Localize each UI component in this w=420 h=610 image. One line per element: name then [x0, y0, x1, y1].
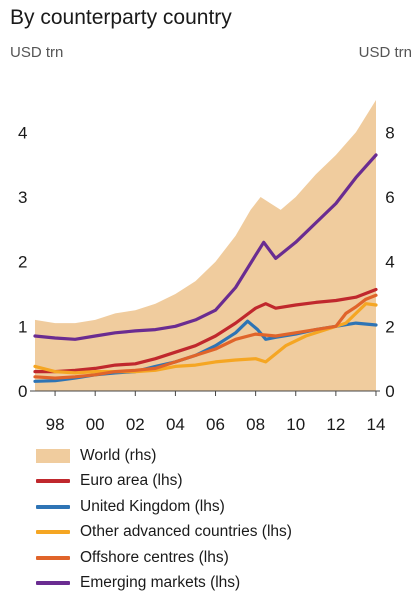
euro-area-line	[33, 287, 378, 374]
legend-label-other-advanced-countries: Other advanced countries (lhs)	[80, 523, 292, 541]
legend-swatch-other-advanced-countries	[36, 530, 70, 535]
legend-item-emerging-markets: Emerging markets (lhs)	[36, 571, 292, 597]
right-tick-label-8: 8	[385, 123, 394, 142]
legend-swatch-united-kingdom	[36, 504, 70, 509]
left-tick-label-4: 4	[18, 123, 27, 142]
left-tick-label-2: 2	[18, 253, 27, 272]
legend-swatch-world	[36, 448, 70, 463]
legend-swatch-euro-area	[36, 479, 70, 484]
legend-item-offshore-centres: Offshore centres (lhs)	[36, 545, 292, 571]
world-area	[35, 100, 376, 391]
x-tick-label-06: 06	[206, 415, 225, 434]
chart-title: By counterparty country	[10, 6, 232, 29]
legend-item-united-kingdom: United Kingdom (lhs)	[36, 494, 292, 520]
chart-legend: World (rhs) Euro area (lhs) United Kingdom…	[36, 443, 292, 596]
x-tick-label-08: 08	[246, 415, 265, 434]
left-axis-unit: USD trn	[10, 44, 64, 61]
x-tick-label-02: 02	[126, 415, 145, 434]
offshore-centres-line	[33, 293, 378, 380]
x-tick-label-04: 04	[166, 415, 185, 434]
legend-label-united-kingdom: United Kingdom (lhs)	[80, 497, 225, 515]
x-tick-label-12: 12	[326, 415, 345, 434]
right-axis-unit: USD trn	[358, 44, 412, 61]
legend-swatch-offshore-centres	[36, 555, 70, 560]
x-tick-label-14: 14	[367, 415, 386, 434]
right-tick-label-0: 0	[385, 382, 394, 401]
right-tick-label-6: 6	[385, 188, 394, 207]
legend-item-euro-area: Euro area (lhs)	[36, 469, 292, 495]
x-tick-label-98: 98	[46, 415, 65, 434]
right-tick-label-2: 2	[385, 317, 394, 336]
left-tick-label-0: 0	[18, 382, 27, 401]
legend-item-other-advanced-countries: Other advanced countries (lhs)	[36, 520, 292, 546]
left-tick-label-3: 3	[18, 188, 27, 207]
legend-label-euro-area: Euro area (lhs)	[80, 472, 183, 490]
legend-label-emerging-markets: Emerging markets (lhs)	[80, 574, 241, 592]
x-tick-label-00: 00	[86, 415, 105, 434]
legend-item-world: World (rhs)	[36, 443, 292, 469]
x-tick-label-10: 10	[286, 415, 305, 434]
right-tick-label-4: 4	[385, 253, 394, 272]
legend-label-world: World (rhs)	[80, 446, 157, 464]
other-advanced-countries-line	[33, 302, 378, 375]
emerging-markets-line	[33, 153, 378, 341]
left-tick-label-1: 1	[18, 317, 27, 336]
legend-swatch-emerging-markets	[36, 581, 70, 586]
legend-label-offshore-centres: Offshore centres (lhs)	[80, 548, 229, 566]
